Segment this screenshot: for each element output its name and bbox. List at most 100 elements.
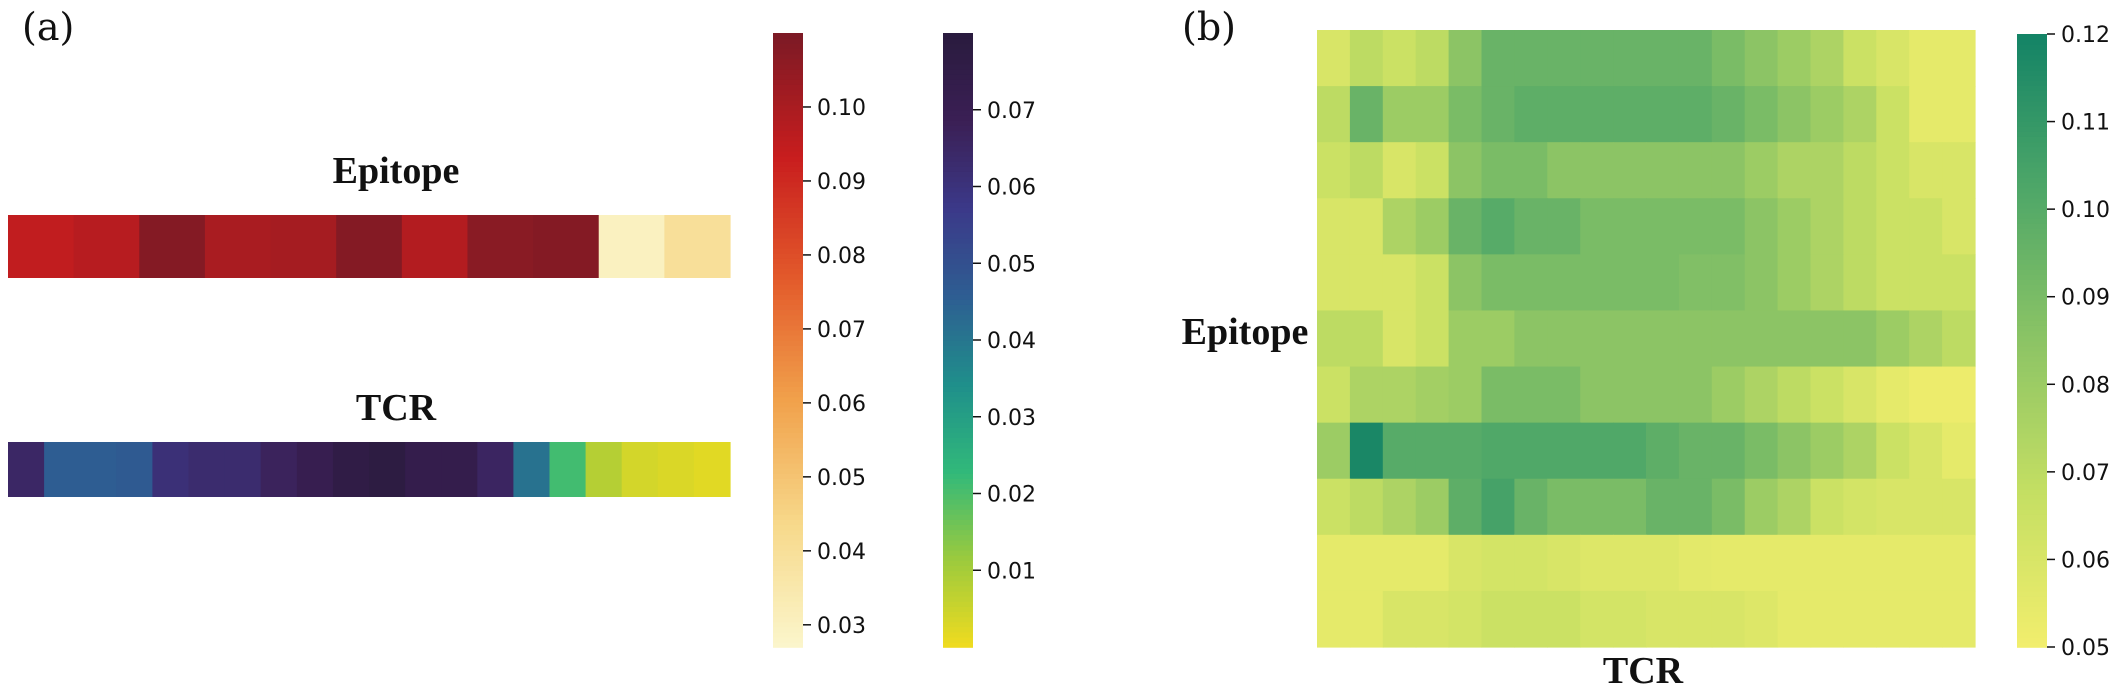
colorbar-gradient-step [773,186,803,193]
colorbar-gradient-step [773,473,803,479]
heatmap-cell [1547,254,1581,312]
colorbar-gradient-step [943,329,973,336]
heatmap-cell [1876,310,1910,368]
heatmap-cell [1613,478,1647,536]
heatmap-cell [1448,30,1483,87]
heatmap-cell [1876,478,1910,536]
colorbar-gradient-step [2017,238,2047,245]
heatmap-cell [1580,142,1614,199]
colorbar-gradient-step [773,386,803,392]
colorbar-gradient-step [943,641,973,648]
colorbar-gradient-step [773,488,803,495]
colorbar-gradient-step [943,125,973,132]
colorbar-gradient-step [773,554,803,561]
colorbar-gradient-step [943,222,973,229]
colorbar-tick-label: 0.12 [2061,23,2110,48]
colorbar-gradient-step [773,513,803,520]
colorbar-gradient-step [943,380,973,387]
colorbar-gradient-step [943,334,973,341]
colorbar-gradient-step [943,227,973,234]
colorbar-gradient-step [773,483,803,490]
colorbar-gradient-step [943,386,973,392]
heatmap-cell [1909,478,1943,536]
colorbar-gradient-step [773,304,803,311]
heatmap-cell [401,215,469,278]
colorbar-gradient-step [773,641,803,648]
heatmap-cell [1843,30,1877,87]
heatmap-cell [1711,30,1746,87]
colorbar-gradient-step [2017,350,2047,357]
colorbar-gradient-step [2017,309,2047,316]
colorbar-gradient-step [2017,233,2047,240]
heatmap-cell [1777,590,1812,648]
colorbar-gradient-step [943,309,973,316]
heatmap-cell [1843,254,1877,312]
colorbar-gradient-step [2017,294,2047,301]
colorbar-gradient-step [2017,396,2047,403]
heatmap-cell [1415,366,1450,424]
heatmap-cell [1547,30,1581,87]
colorbar-gradient-step [2017,95,2047,102]
colorbar-gradient-step [773,396,803,403]
heatmap-cell [1843,310,1877,368]
colorbar-gradient-step [773,549,803,556]
colorbar-gradient-step [943,109,973,116]
colorbar-gradient-step [943,340,973,346]
colorbar-gradient-step [773,478,803,485]
colorbar-gradient-step [773,350,803,357]
colorbar-gradient-step [943,278,973,285]
colorbar-gradient-step [773,253,803,259]
colorbar-gradient-step [2017,258,2047,265]
heatmap-cell [1415,590,1450,648]
heatmap-cell [44,442,81,497]
heatmap-cell [1481,86,1515,143]
tcr-strip-title: TCR [356,387,437,429]
colorbar-gradient-step [943,319,973,326]
heatmap-cell [73,215,140,278]
colorbar-gradient-step [773,493,803,500]
heatmap-cell [549,442,587,497]
colorbar-gradient-step [2017,136,2047,143]
colorbar-gradient-step [943,467,973,474]
heatmap-cell [1843,366,1877,424]
cross-attention-heatmap [1317,30,1976,648]
colorbar-gradient-step [943,375,973,382]
colorbar-tick-label: 0.09 [2061,286,2110,311]
colorbar-gradient-step [2017,641,2047,648]
tcr-colorbar: 0.01 0.02 0.03 0.04 0.05 0.06 0.07 [943,33,1036,648]
colorbar-gradient-step [773,365,803,372]
colorbar-gradient-step [943,247,973,254]
colorbar-gradient-step [943,299,973,305]
colorbar-gradient-step [773,237,803,244]
heatmap-cell [1909,590,1943,648]
heatmap-cell [1415,478,1450,536]
colorbar-gradient-step [773,524,803,531]
colorbar-gradient-step [773,160,803,167]
heatmap-cell [1349,142,1384,199]
heatmap-cell [1744,30,1779,87]
colorbar-gradient-step [773,227,803,234]
heatmap-cell [1613,534,1647,592]
colorbar-gradient-step [943,524,973,531]
colorbar-gradient-step [773,401,803,408]
heatmap-cell [1744,478,1779,536]
heatmap-cell [1317,590,1351,648]
colorbar-gradient-step [2017,284,2047,291]
colorbar-gradient-step [943,84,973,91]
heatmap-cell [1514,86,1548,143]
colorbar-gradient-step [943,63,973,70]
colorbar-gradient-step [943,447,973,454]
colorbar-gradient-step [2017,279,2047,286]
colorbar-gradient-step [773,600,803,607]
colorbar-gradient-step [943,549,973,556]
colorbar-gradient-step [2017,49,2047,56]
colorbar-gradient-step [773,432,803,439]
heatmap-colorbar: 0.05 0.06 0.07 0.08 0.09 0.10 0.11 0.12 [2017,23,2110,661]
colorbar-gradient-step [2017,161,2047,168]
colorbar-gradient-step [943,99,973,106]
heatmap-cell [1810,534,1844,592]
heatmap-cell [1744,590,1779,648]
colorbar-gradient-step [2017,223,2047,229]
heatmap-cell [1942,310,1976,368]
heatmap-cell [1810,142,1844,199]
